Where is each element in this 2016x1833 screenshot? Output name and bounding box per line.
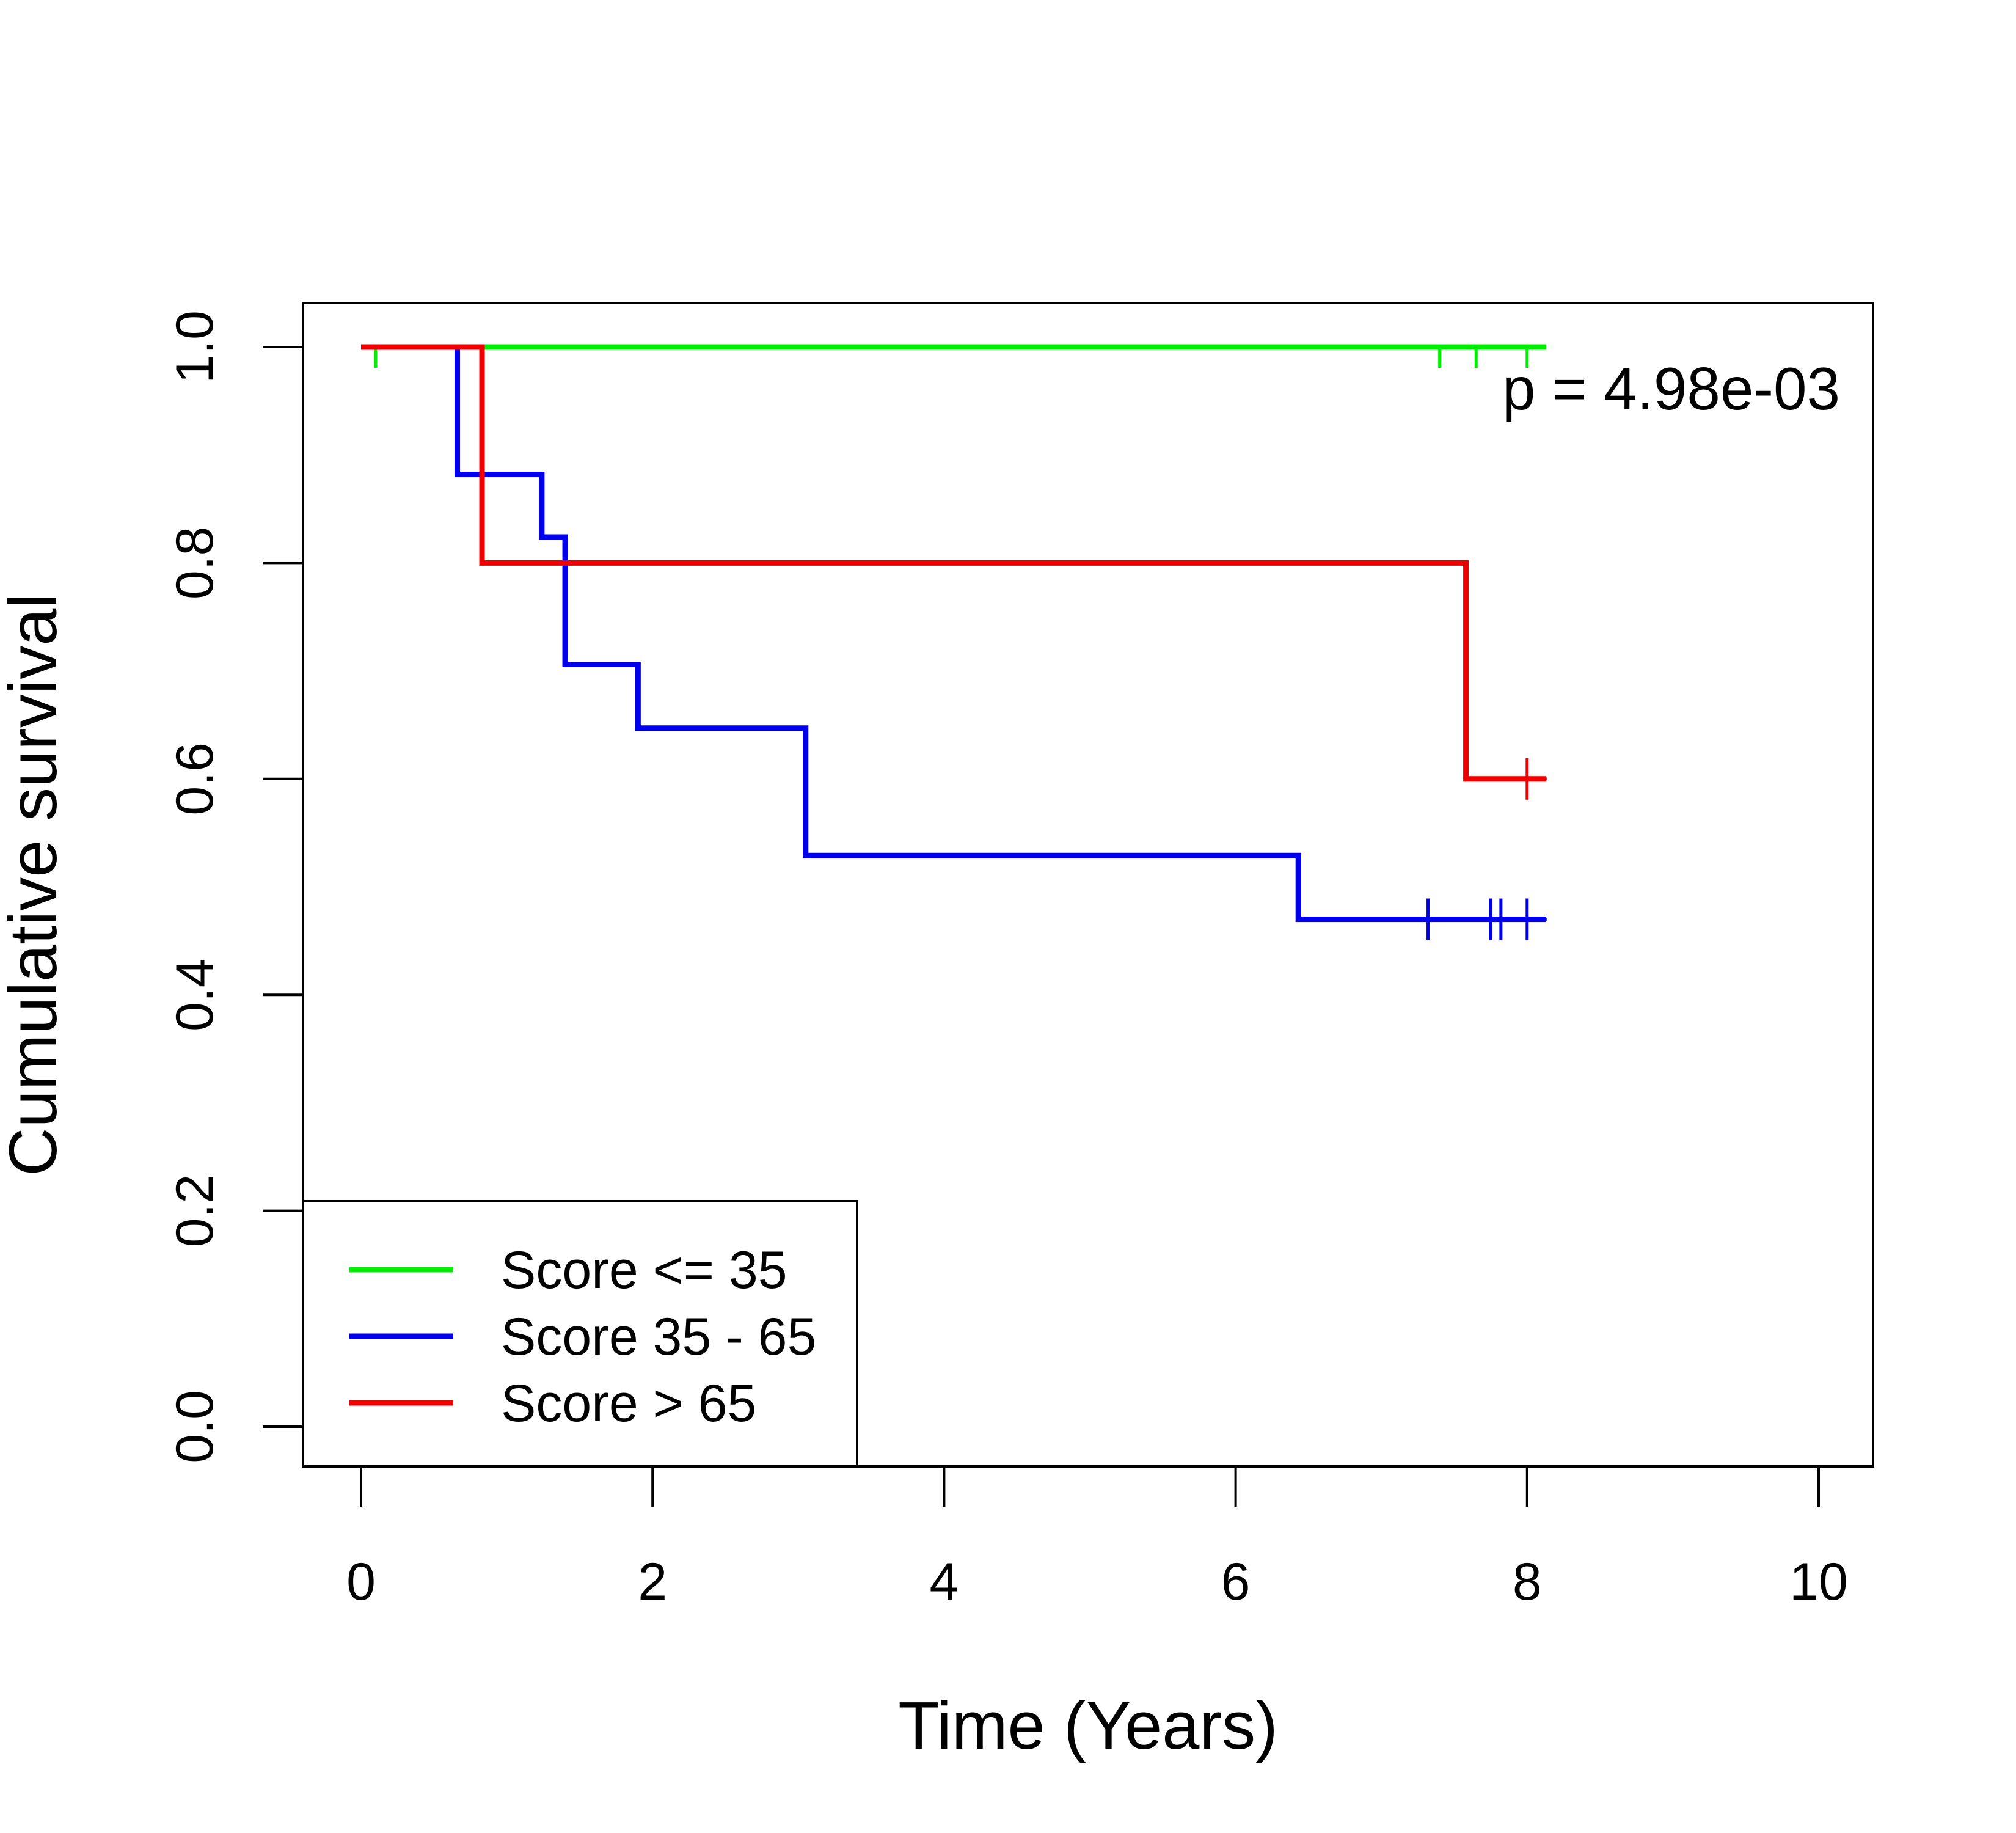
x-tick-label: 4: [929, 1553, 959, 1611]
legend-label: Score > 65: [501, 1374, 756, 1433]
y-axis-title: Cumulative survival: [0, 593, 71, 1176]
series-line: [361, 344, 1546, 923]
series-layer: [361, 344, 1547, 940]
x-tick-label: 8: [1513, 1553, 1542, 1611]
y-tick-label: 0.0: [166, 1390, 224, 1463]
legend-label: Score 35 - 65: [501, 1308, 816, 1366]
y-tick-label: 0.2: [166, 1174, 224, 1248]
y-axis: 0.0 0.2 0.4 0.6 0.8 1.0: [166, 310, 304, 1463]
y-tick-label: 1.0: [166, 310, 224, 384]
legend-label: Score <= 35: [501, 1241, 787, 1300]
x-tick-label: 2: [638, 1553, 667, 1611]
x-tick-label: 6: [1221, 1553, 1251, 1611]
series-line: [361, 344, 1546, 782]
y-tick-label: 0.4: [166, 958, 224, 1031]
x-axis-title: Time (Years): [898, 1688, 1277, 1763]
x-tick-label: 10: [1789, 1553, 1848, 1611]
x-axis: 0 2 4 6 8 10: [346, 1465, 1848, 1611]
y-tick-label: 0.6: [166, 742, 224, 816]
legend: Score <= 35 Score 35 - 65 Score > 65: [302, 1200, 858, 1468]
y-tick-label: 0.8: [166, 527, 224, 600]
x-tick-label: 0: [346, 1553, 376, 1611]
p-value-annotation: p = 4.98e-03: [1502, 355, 1840, 422]
